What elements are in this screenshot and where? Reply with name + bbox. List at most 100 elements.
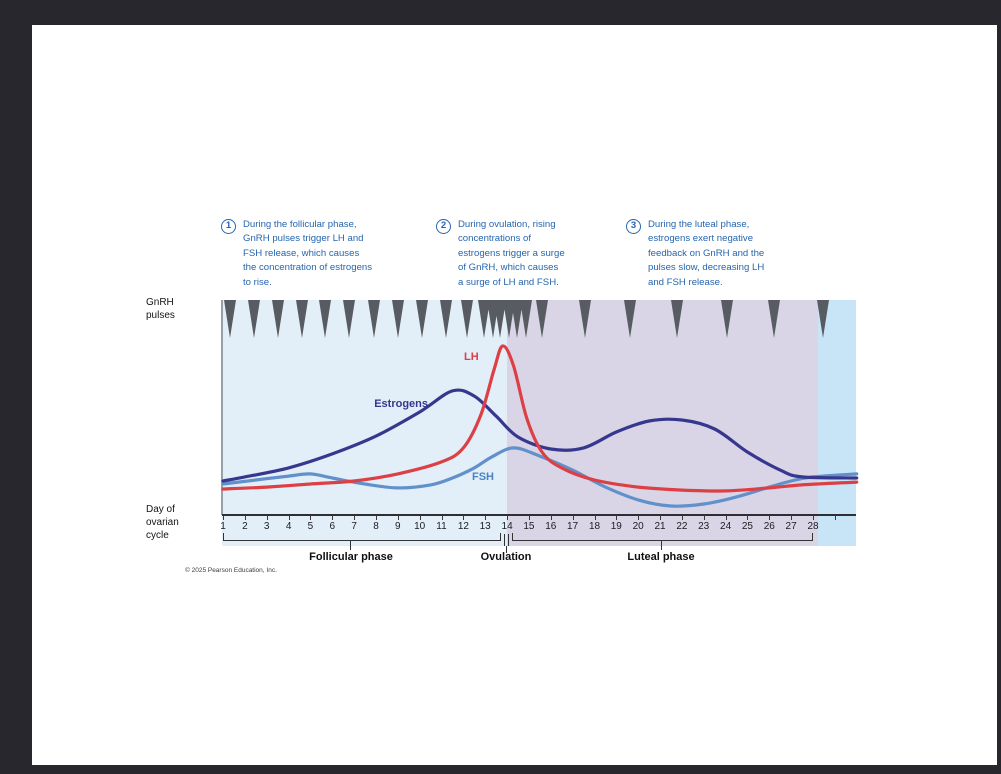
gnrh-pulse-marker [510, 300, 523, 338]
day-tick [397, 515, 399, 520]
gnrh-pulse-marker [247, 300, 260, 338]
day-tick [660, 515, 661, 520]
day-tick-label: 23 [698, 521, 710, 532]
day-tick-label: 15 [523, 521, 535, 532]
day-tick [507, 515, 509, 520]
day-axis-label: Day of ovarian cycle [146, 504, 179, 541]
day-tick [813, 515, 814, 520]
x-axis-line [222, 514, 856, 516]
callout-2-text: During ovulation, rising concentrations … [458, 219, 565, 288]
day-tick [244, 515, 246, 520]
gnrh-pulse-marker [439, 300, 452, 338]
gnrh-pulse-marker [295, 300, 308, 338]
day-tick [681, 515, 683, 520]
gnrh-pulse-marker [768, 300, 781, 338]
gnrh-pulse-marker [319, 300, 332, 338]
day-tick [550, 515, 552, 520]
day-tick-label: 7 [351, 521, 357, 532]
day-tick-label: 28 [807, 521, 819, 532]
callout-1-text: During the follicular phase, GnRH pulses… [243, 219, 373, 288]
day-axis-ticks: 1 2 3 4 5 6 7 8 9 10 11 12 13 14 15 16 17 18 19 20 21 22 23 24 2… [220, 515, 856, 537]
follicular-phase-background [222, 300, 507, 546]
callout-2-number: 2 [436, 219, 451, 234]
day-tick [310, 515, 312, 520]
gnrh-pulse-marker [578, 300, 591, 338]
gnrh-pulse-marker [461, 300, 474, 338]
day-tick-label: 17 [567, 521, 579, 532]
day-tick [725, 515, 727, 520]
gnrh-pulse-marker [367, 300, 380, 338]
gnrh-pulse-marker [391, 300, 404, 338]
gnrh-pulse-marker [223, 300, 236, 338]
follicular-phase-label: Follicular phase [309, 551, 393, 563]
gnrh-pulse-markers [222, 300, 856, 340]
gnrh-pulse-marker [520, 300, 533, 338]
callout-3-text: During the luteal phase, estrogens exert… [648, 219, 765, 288]
gnrh-pulse-marker [624, 300, 637, 338]
callout-1-number: 1 [221, 219, 236, 234]
day-tick-label: 25 [741, 521, 753, 532]
day-tick-label: 12 [457, 521, 469, 532]
ovulation-pointer-line [506, 546, 508, 553]
day-tick [332, 515, 334, 520]
day-tick-label: 27 [785, 521, 797, 532]
day-tick-label: 9 [395, 521, 401, 532]
day-tick [594, 515, 596, 520]
day-tick [747, 515, 749, 520]
lh-curve-label: LH [464, 351, 479, 363]
day-tick-label: 20 [632, 521, 644, 532]
luteal-bracket-tick [661, 541, 663, 550]
plot-left-border [221, 300, 223, 515]
estrogens-curve-label: Estrogens [374, 398, 428, 410]
luteal-phase-label: Luteal phase [627, 551, 695, 563]
day-tick [266, 515, 268, 520]
gnrh-pulse-marker [671, 300, 684, 338]
day-tick-label: 1 [220, 521, 226, 532]
estrogens-curve [221, 388, 859, 483]
lh-curve [221, 344, 859, 493]
follicular-bracket [223, 533, 501, 541]
day-tick-label: 13 [479, 521, 491, 532]
gnrh-pulse-marker [720, 300, 733, 338]
hormone-curves-chart [221, 344, 859, 508]
day-tick-label: 21 [654, 521, 666, 532]
day-tick [463, 515, 465, 520]
gnrh-pulse-marker [816, 300, 829, 338]
day-tick-label: 26 [763, 521, 775, 532]
day-tick-label: 11 [436, 521, 447, 532]
day-tick [288, 515, 290, 520]
ovulation-mark-right [508, 534, 510, 546]
day-tick-label: 6 [329, 521, 336, 532]
day-tick-label: 14 [501, 521, 513, 532]
fsh-curve [221, 446, 859, 508]
gnrh-pulses-label: GnRH pulses [146, 297, 175, 321]
day-tick-label: 22 [676, 521, 688, 532]
gnrh-pulse-marker [536, 300, 549, 338]
day-tick-label: 8 [373, 521, 379, 532]
day-tick-label: 5 [307, 521, 314, 532]
ovulation-mark-left [504, 534, 506, 546]
day-tick-label: 18 [588, 521, 601, 532]
day-tick [791, 515, 793, 520]
day-tick [376, 515, 377, 520]
fsh-curve-label: FSH [472, 471, 494, 483]
callout-3-number: 3 [626, 219, 641, 234]
ovulation-label: Ovulation [480, 551, 532, 563]
day-tick [616, 515, 618, 520]
gnrh-pulse-marker [415, 300, 428, 338]
copyright-text: © 2025 Pearson Education, Inc. [185, 567, 277, 574]
day-tick [419, 515, 421, 520]
day-tick [528, 515, 530, 520]
gnrh-pulse-marker [343, 300, 356, 338]
day-tick [769, 515, 771, 520]
day-tick [441, 515, 443, 520]
follicular-bracket-tick [350, 541, 352, 550]
day-tick [354, 515, 356, 520]
day-tick-label: 2 [242, 521, 248, 532]
day-tick-label: 4 [285, 521, 292, 532]
day-tick-label: 24 [720, 521, 732, 532]
day-tick [223, 515, 224, 520]
day-tick [834, 515, 836, 520]
day-tick-label: 16 [545, 521, 557, 532]
day-tick-label: 10 [414, 521, 426, 532]
